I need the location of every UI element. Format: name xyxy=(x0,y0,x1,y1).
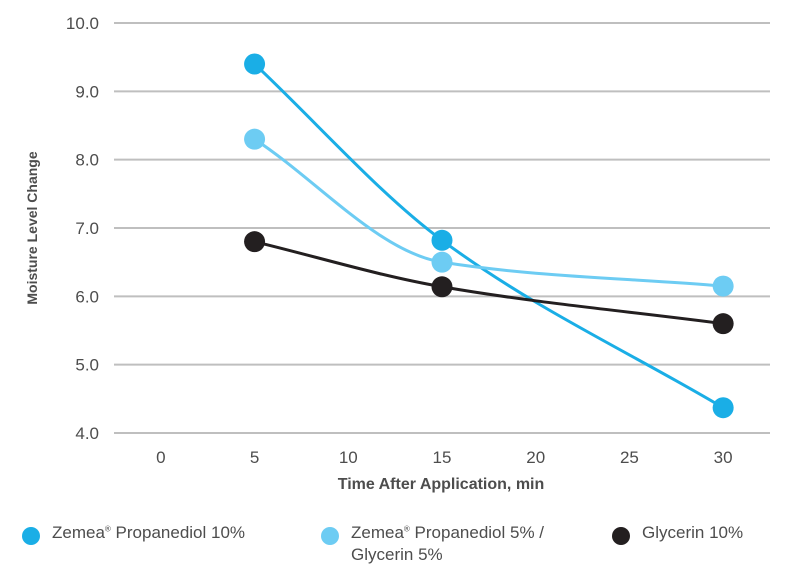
legend-label: Zemea® Propanediol 10% xyxy=(52,523,246,542)
y-tick-label: 5.0 xyxy=(75,356,99,375)
x-tick-labels: 0 5 10 15 20 25 30 xyxy=(156,448,732,467)
legend-item-zemea-10: Zemea® Propanediol 10% xyxy=(22,522,245,545)
gridlines xyxy=(114,22,770,434)
series-line xyxy=(254,240,724,326)
series-1 xyxy=(244,53,734,419)
x-tick-label: 15 xyxy=(433,448,452,467)
legend-swatch-icon xyxy=(612,527,630,545)
legend-item-glycerin-10: Glycerin 10% xyxy=(612,522,743,545)
x-tick-label: 20 xyxy=(526,448,545,467)
x-tick-label: 0 xyxy=(156,448,165,467)
series-3 xyxy=(244,231,734,335)
data-point xyxy=(431,229,453,251)
data-point xyxy=(244,231,266,253)
legend-item-zemea-5-glycerin-5: Zemea® Propanediol 5% / Glycerin 5% xyxy=(321,522,544,566)
y-tick-label: 9.0 xyxy=(75,82,99,101)
data-point xyxy=(712,313,734,335)
x-tick-label: 25 xyxy=(620,448,639,467)
data-point xyxy=(431,251,453,273)
data-point xyxy=(712,397,734,419)
series-2 xyxy=(244,128,734,297)
y-tick-label: 4.0 xyxy=(75,424,99,443)
y-tick-label: 7.0 xyxy=(75,219,99,238)
data-point xyxy=(244,128,266,150)
y-tick-label: 8.0 xyxy=(75,151,99,170)
series-line xyxy=(253,62,724,410)
legend-label: Glycerin 10% xyxy=(642,523,744,542)
x-tick-label: 5 xyxy=(250,448,259,467)
legend: Zemea® Propanediol 10% Zemea® Propanedio… xyxy=(0,518,800,576)
legend-swatch-icon xyxy=(321,527,339,545)
x-axis-title: Time After Application, min xyxy=(338,476,545,493)
legend-label: Zemea® Propanediol 5% / Glycerin 5% xyxy=(351,523,545,564)
y-tick-label: 6.0 xyxy=(75,287,99,306)
y-axis-title: Moisture Level Change xyxy=(24,151,40,304)
series-line xyxy=(253,137,724,288)
y-tick-label: 10.0 xyxy=(66,14,99,33)
x-tick-label: 10 xyxy=(339,448,358,467)
line-chart: 4.0 5.0 6.0 7.0 8.0 9.0 10.0 0 5 10 15 20 25 30 Mois… xyxy=(24,14,770,493)
data-point xyxy=(431,276,453,298)
series-group xyxy=(244,53,734,419)
data-point xyxy=(244,53,266,75)
y-tick-labels: 4.0 5.0 6.0 7.0 8.0 9.0 10.0 xyxy=(66,14,99,443)
legend-swatch-icon xyxy=(22,527,40,545)
data-point xyxy=(712,275,734,297)
x-tick-label: 30 xyxy=(714,448,733,467)
